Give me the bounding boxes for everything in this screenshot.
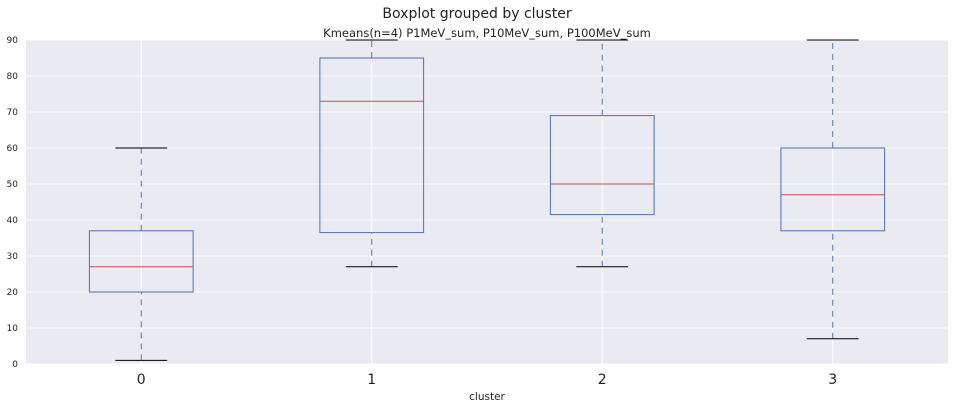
y-tick-label: 40 [7,216,19,226]
y-tick-labels: 0 10 20 30 40 50 60 70 80 90 [7,36,19,370]
x-tick-label: 2 [598,372,607,388]
x-tick-label: 0 [137,372,146,388]
y-tick-label: 20 [7,288,19,298]
y-tick-label: 30 [7,252,19,262]
x-tick-labels: 0 1 2 3 [137,372,837,388]
y-tick-label: 0 [12,360,18,370]
plot-area [26,40,948,364]
y-tick-label: 10 [7,324,19,334]
x-tick-label: 3 [828,372,837,388]
chart-title: Kmeans(n=4) P1MeV_sum, P10MeV_sum, P100M… [323,26,651,40]
x-tick-label: 1 [367,372,376,388]
y-tick-label: 50 [7,180,19,190]
x-axis-label: cluster [469,391,505,403]
y-tick-label: 60 [7,144,19,154]
y-tick-label: 90 [7,36,19,46]
y-tick-label: 80 [7,72,19,82]
chart-suptitle: Boxplot grouped by cluster [382,6,571,22]
y-tick-label: 70 [7,108,19,118]
